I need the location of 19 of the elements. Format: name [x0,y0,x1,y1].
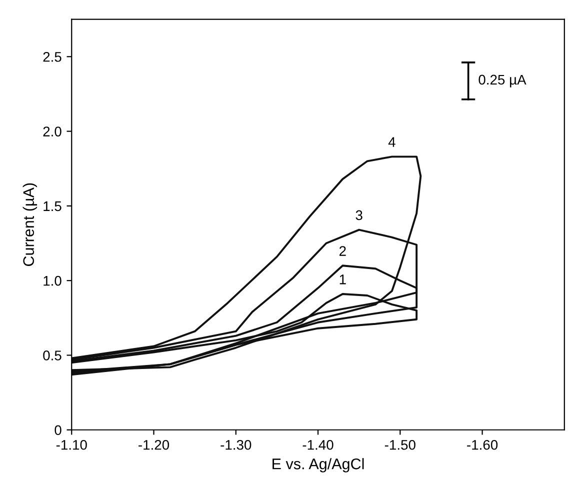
y-tick-label: 1.5 [44,201,62,212]
y-tick-label: 2.0 [43,126,62,136]
y-tick-label: 2.5 [43,52,62,62]
x-tick-label: -1.30 [220,440,252,450]
x-tick-label: -1.60 [467,440,498,450]
x-tick-label: -1.10 [56,440,87,450]
series-label: 1 [340,274,346,284]
x-tick-label: -1.50 [384,440,416,450]
series-label: 3 [356,210,362,220]
y-tick-label: 1.0 [44,276,62,286]
series-label: 4 [388,137,396,147]
y-axis-title: Current (µA) [22,183,38,266]
y-tick-label: 0.5 [43,350,62,360]
x-axis-title: E vs. Ag/AgCl [272,458,364,472]
x-tick-label: -1.20 [138,440,170,450]
x-tick-label: -1.40 [302,440,334,450]
annotation: 0.25 µA [478,74,526,88]
y-tick-label: 0 [54,425,62,436]
series-label: 2 [339,246,346,256]
